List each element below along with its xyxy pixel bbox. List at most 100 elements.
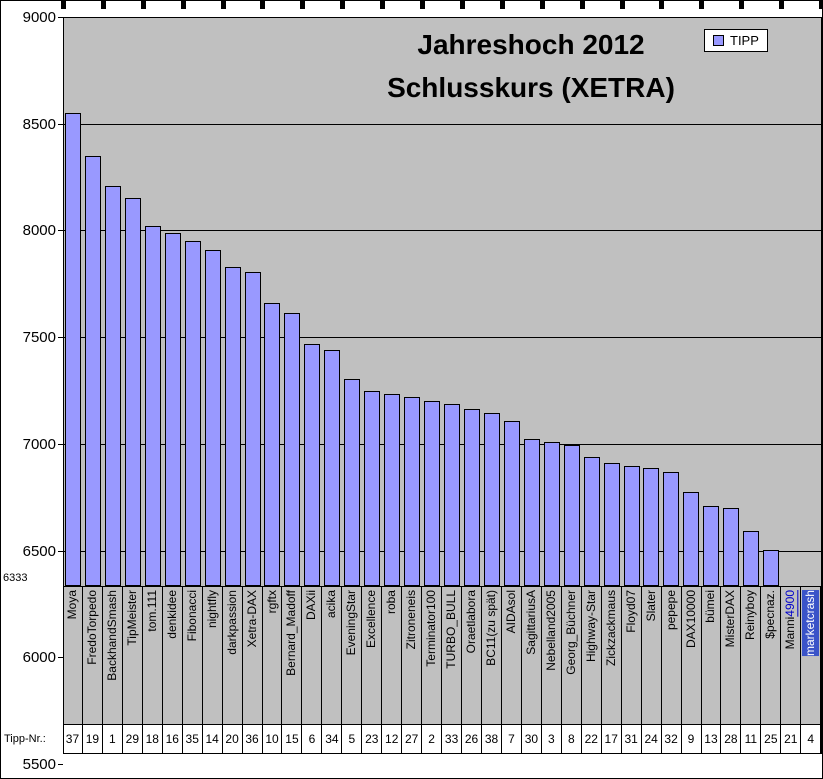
category-name-cell[interactable]: Manni4900 (781, 587, 802, 724)
category-name: rgftx (264, 590, 279, 614)
tipp-number-cell: 35 (183, 725, 203, 753)
tipp-number: 21 (784, 732, 798, 746)
y-axis-label: 7500 (22, 329, 56, 346)
tipp-number-cell: 38 (482, 725, 502, 753)
gridline (63, 444, 821, 445)
category-name-cell: Floyd07 (622, 587, 642, 724)
category-name-prefix: Manni (783, 616, 798, 650)
category-name-link[interactable]: 4900 (783, 590, 798, 617)
category-name: roba (384, 590, 399, 615)
category-name: Zitroneneis (404, 590, 419, 650)
tipp-number: 19 (85, 732, 100, 746)
tipp-number: 24 (644, 732, 658, 746)
tipp-number-cell: 10 (263, 725, 283, 753)
category-name: Floyd07 (623, 590, 638, 633)
tipp-number: 31 (624, 732, 638, 746)
category-name[interactable]: marketcrash (802, 590, 820, 657)
category-name-cell: TipMeister (123, 587, 143, 724)
top-axis-tick (460, 1, 465, 9)
tipp-number: 13 (704, 732, 718, 746)
chart-title: Jahreshoch 2012 Schlusskurs (XETRA) (321, 23, 741, 109)
category-name: darkpassion (224, 590, 239, 655)
tipp-number: 15 (285, 732, 299, 746)
bar (284, 313, 300, 586)
top-axis-tick (699, 1, 704, 9)
legend-swatch-icon (713, 35, 724, 46)
category-name: MisterDAX (723, 590, 738, 648)
category-name: acika (324, 590, 339, 619)
category-name: Slater (643, 590, 658, 622)
category-name[interactable]: Manni4900 (782, 590, 799, 649)
tipp-number: 7 (508, 732, 515, 746)
top-axis-tick (620, 1, 625, 9)
tipp-number-cell: 20 (223, 725, 243, 753)
top-axis-tick (221, 1, 226, 9)
category-name: BackhandSmash (104, 590, 119, 681)
tipp-number: 33 (444, 732, 459, 746)
category-name: BC11(zu spät) (483, 590, 498, 666)
category-name: nightfly (204, 590, 219, 629)
tipp-number-cell: 25 (761, 725, 782, 753)
category-name: SagittariusA (523, 590, 538, 655)
category-name-cell[interactable]: marketcrash (801, 587, 822, 724)
category-name-cell: Zitroneneis (402, 587, 423, 724)
bar (604, 463, 620, 586)
category-name-cell: roba (382, 587, 403, 724)
category-name-cell: EveningStar (342, 587, 363, 724)
gridline (63, 337, 821, 338)
bar (624, 466, 640, 586)
category-name: TURBO_BULL (444, 590, 459, 669)
tipp-number: 32 (664, 732, 678, 746)
tipp-number: 26 (464, 732, 479, 746)
gridline (63, 230, 821, 231)
bar (524, 439, 540, 586)
tipp-number-cell: 24 (642, 725, 662, 753)
category-name: pepepe (663, 590, 678, 631)
bar (504, 421, 520, 586)
tipp-number: 2 (428, 732, 435, 746)
y-axis-tick (58, 17, 63, 18)
category-name: bümei (703, 590, 718, 623)
y-axis-tick (58, 657, 63, 658)
y-axis-label: 8500 (22, 116, 56, 133)
category-name-cell: Nebelland2005 (542, 587, 562, 724)
tipp-number-cell: 31 (622, 725, 642, 753)
tipp-number: 9 (687, 732, 695, 746)
category-name: Nebelland2005 (543, 590, 558, 671)
tipp-number-cell: 15 (282, 725, 303, 753)
bar (663, 472, 679, 586)
category-name-cell: TURBO_BULL (442, 587, 463, 724)
category-name-cell: denkidee (163, 587, 183, 724)
category-name-cell: MisterDAX (721, 587, 742, 724)
tipp-number-cell: 11 (741, 725, 762, 753)
category-name-cell: BackhandSmash (103, 587, 123, 724)
category-name-cell: DAXii (302, 587, 323, 724)
axis-crossing-label: 6333 (3, 572, 28, 584)
bar (185, 241, 201, 586)
top-axis-tick (101, 1, 106, 9)
bar (105, 186, 121, 586)
category-name-cell: tom.111 (143, 587, 163, 724)
gridline (63, 551, 821, 552)
tipp-number: 28 (724, 732, 738, 746)
bar (364, 391, 380, 586)
category-name-cell: Highway-Star (582, 587, 602, 724)
category-name-cell: AIDAsol (502, 587, 522, 724)
category-name-cell: rgftx (263, 587, 283, 724)
tipp-number: 5 (348, 732, 356, 746)
chart-title-line1: Jahreshoch 2012 (417, 29, 645, 60)
tipp-number-cell: 21 (781, 725, 802, 753)
bar (404, 397, 420, 586)
tipp-number: 23 (365, 732, 379, 746)
tipp-number-cell: 16 (163, 725, 183, 753)
y-axis-label: 5500 (22, 756, 56, 773)
top-axis-tick (141, 1, 146, 9)
bar (65, 113, 81, 586)
category-name: Xetra-DAX (244, 590, 259, 648)
tipp-number-cell: 14 (203, 725, 223, 753)
bar (304, 344, 320, 586)
category-name-cell: DAX10000 (682, 587, 702, 724)
top-axis-tick (340, 1, 345, 9)
bar (544, 442, 560, 586)
tipp-number: 22 (584, 732, 598, 746)
